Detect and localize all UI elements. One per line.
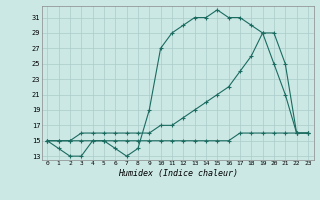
X-axis label: Humidex (Indice chaleur): Humidex (Indice chaleur): [118, 169, 237, 178]
